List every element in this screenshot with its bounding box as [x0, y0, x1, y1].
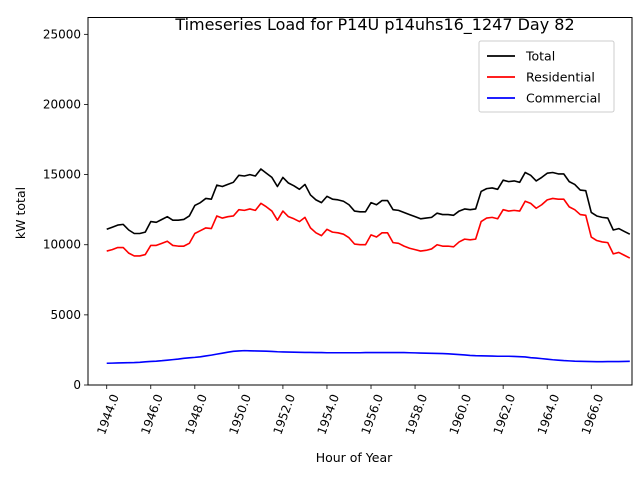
legend-label-total: Total [525, 49, 555, 64]
legend-box [478, 40, 615, 113]
x-tick-label: 1964.0 [535, 392, 563, 436]
y-tick-label: 0 [73, 378, 81, 392]
series-layer [106, 168, 631, 365]
series-line-total [106, 168, 631, 235]
y-axis-label: kW total [13, 187, 28, 239]
plot-frame [87, 17, 633, 386]
x-tick-label: 1944.0 [94, 392, 122, 436]
x-tick-label: 1960.0 [447, 392, 475, 436]
y-tick-label: 10000 [43, 238, 81, 252]
x-tick-label: 1948.0 [182, 392, 210, 436]
x-tick-label: 1966.0 [579, 392, 607, 436]
series-line-commercial [106, 349, 630, 365]
y-tick-label: 5000 [50, 308, 81, 322]
legend: Total Residential Commercial [478, 40, 615, 113]
legend-label-residential: Residential [526, 70, 595, 85]
series-line-residential [106, 197, 631, 259]
x-tick-label: 1952.0 [270, 392, 298, 436]
y-tick-label: 25000 [43, 27, 81, 41]
legend-label-commercial: Commercial [526, 91, 601, 106]
x-tick-label: 1958.0 [403, 392, 431, 436]
y-axis-ticks: 0 5000 10000 15000 20000 25000 [43, 27, 88, 392]
x-axis-label: Hour of Year [316, 450, 393, 465]
x-tick-label: 1950.0 [226, 392, 254, 436]
y-tick-label: 15000 [43, 168, 81, 182]
x-axis-ticks: 1944.0 1946.0 1948.0 1950.0 1952.0 1954.0 1956… [94, 385, 606, 437]
x-tick-label: 1962.0 [491, 392, 519, 436]
x-tick-label: 1954.0 [315, 392, 343, 436]
x-tick-label: 1956.0 [359, 392, 387, 436]
chart-title: Timeseries Load for P14U p14uhs16_1247 D… [174, 15, 574, 35]
y-tick-label: 20000 [43, 97, 81, 111]
x-tick-label: 1946.0 [138, 392, 166, 436]
